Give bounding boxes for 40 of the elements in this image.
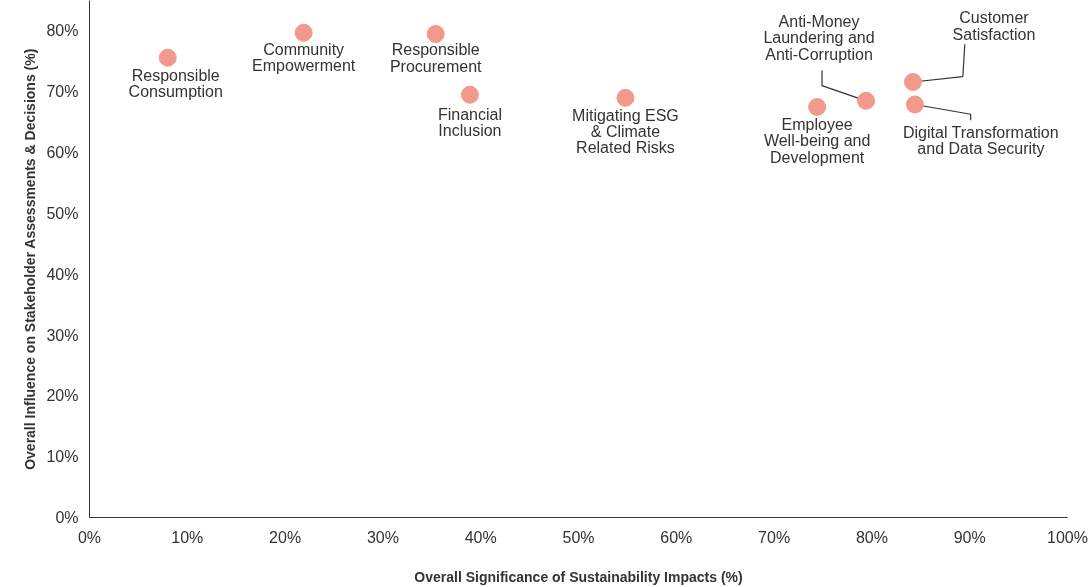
point <box>294 23 313 42</box>
x-tick-label: 80% <box>855 528 888 546</box>
point <box>426 24 445 43</box>
x-tick-label: 50% <box>562 528 595 546</box>
point <box>905 95 924 114</box>
x-tick-label: 60% <box>660 528 693 546</box>
y-tick-label: 10% <box>46 448 79 466</box>
point <box>616 88 635 107</box>
series-label: Financial Inclusion <box>437 106 502 140</box>
series-label: Mitigating ESG & Climate Related Risks <box>572 107 679 157</box>
x-tick-label: 100% <box>1047 528 1088 546</box>
y-tick-label: 40% <box>46 265 79 283</box>
point <box>857 91 876 110</box>
series-label: Anti-Money Laundering and Anti-Corruption <box>763 13 875 63</box>
point <box>158 48 177 67</box>
point <box>460 85 479 104</box>
y-axis-title: Overall Influence on Stakeholder Assessments & Decisions (%) <box>22 48 39 470</box>
y-tick-label: 70% <box>46 83 79 101</box>
series-label: Employee Well-being and Development <box>763 116 871 166</box>
point <box>903 73 922 91</box>
y-tick-label: 20% <box>46 387 79 405</box>
x-tick-label: 40% <box>464 528 497 546</box>
series-label: Digital Transformation and Data Security <box>902 123 1059 158</box>
x-tick-label: 0% <box>77 528 102 546</box>
series-label: Community Empowerment <box>252 41 356 75</box>
x-tick-label: 10% <box>171 528 204 546</box>
series-label: Responsible Procurement <box>389 41 483 75</box>
point <box>808 97 827 116</box>
series-label: Responsible Consumption <box>128 67 223 101</box>
y-tick-label: 0% <box>55 509 79 526</box>
x-tick-label: 20% <box>269 528 302 546</box>
x-axis-title: Overall Significance of Sustainability Impacts (%) <box>414 568 743 585</box>
y-tick-label: 30% <box>46 326 79 344</box>
x-tick-label: 70% <box>758 528 791 546</box>
x-tick-label: 30% <box>366 528 399 546</box>
text: Customer Satisfaction <box>952 9 1036 43</box>
x-tick-label: 90% <box>953 528 986 546</box>
y-tick-label: 60% <box>46 144 79 162</box>
y-tick-label: 80% <box>46 22 79 40</box>
y-tick-label: 50% <box>46 204 79 222</box>
